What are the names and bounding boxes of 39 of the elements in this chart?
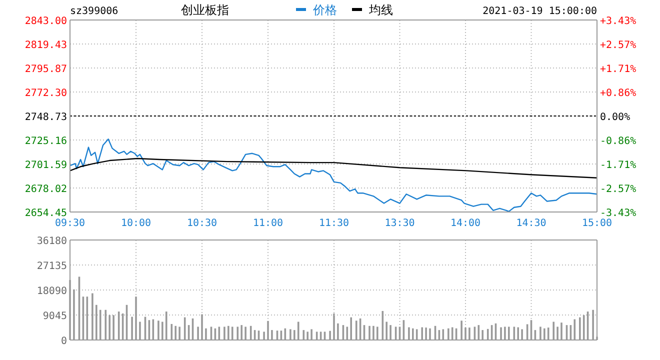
text: -1.71%	[600, 160, 636, 171]
text: +3.43%	[600, 16, 636, 27]
x-tick-label: 11:00	[252, 218, 284, 229]
y-tick-label: 9045	[42, 311, 67, 322]
text: +0.86%	[600, 88, 636, 99]
text: +1.71%	[600, 64, 636, 76]
y-tick-label: 2701.59	[24, 160, 67, 171]
text: +2.57%	[600, 40, 636, 52]
x-tick-label: 14:30	[516, 218, 546, 229]
text: -3.43%	[600, 208, 636, 219]
chart-title: 创业板指	[181, 3, 229, 17]
text: 2021-03-19 15:00:00	[482, 6, 597, 17]
y-tick-label: 0	[60, 336, 67, 347]
y-tick-label: 2795.87	[24, 64, 67, 75]
x-tick-label: 13:30	[384, 218, 415, 229]
x-tick-label: 11:30	[318, 218, 350, 229]
y-tick-label: 2678.02	[24, 184, 67, 195]
text: -2.57%	[600, 184, 636, 195]
x-tick-label: 09:30	[54, 218, 86, 229]
y-tick-label: 18090	[36, 286, 67, 297]
legend-item: 价格	[296, 3, 337, 17]
legend-label: 价格	[312, 3, 337, 17]
x-tick-label: 14:00	[450, 218, 481, 229]
y-tick-label: 2819.43	[24, 40, 67, 51]
text: 0.00%	[600, 112, 630, 123]
text: sz399006	[70, 6, 118, 17]
x-tick-label: 15:00	[582, 218, 612, 229]
y-tick-label: 27135	[36, 261, 67, 272]
y-tick-label: 2654.45	[24, 208, 67, 219]
y-tick-label: 2843.00	[24, 16, 67, 27]
x-tick-label: 10:00	[120, 218, 152, 229]
legend-item: 均线	[352, 3, 393, 17]
y-tick-label: 36180	[36, 236, 67, 247]
legend-label: 均线	[368, 3, 393, 17]
y-tick-label: 2772.30	[24, 88, 67, 99]
y-tick-label: 2748.73	[24, 112, 67, 123]
text: -0.86%	[600, 136, 636, 148]
x-tick-label: 10:30	[186, 218, 218, 229]
y-tick-label: 2725.16	[24, 136, 67, 147]
